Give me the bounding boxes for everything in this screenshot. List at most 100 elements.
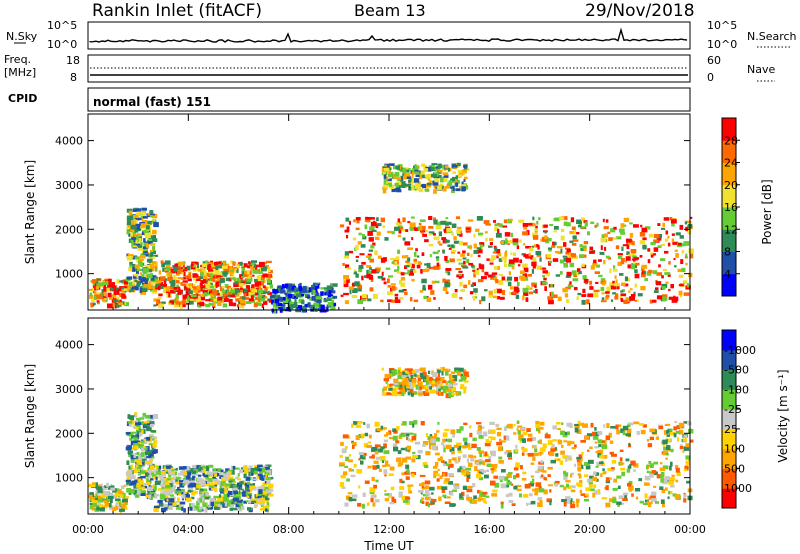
data-cell [397,221,402,225]
data-cell [509,218,513,222]
data-cell [440,220,447,225]
data-cell [411,473,415,478]
data-cell [219,488,225,493]
data-cell [513,252,517,257]
data-cell [562,455,568,459]
data-cell [203,475,208,478]
data-cell [647,248,651,252]
data-cell [533,290,536,293]
data-cell [244,465,247,470]
data-cell [248,501,255,504]
data-cell [384,163,390,167]
data-cell [208,478,214,482]
data-cell [400,282,406,287]
data-cell [610,467,615,471]
data-cell [595,450,602,454]
data-cell [477,426,481,431]
data-cell [257,269,260,274]
data-cell [430,290,435,295]
data-cell [177,270,184,275]
data-cell [537,497,543,501]
data-cell [259,468,262,472]
data-cell [442,445,446,448]
data-cell [315,284,320,289]
data-cell [650,495,656,499]
data-cell [444,371,449,376]
data-cell [653,461,659,465]
data-cell [410,184,414,188]
data-cell [408,186,414,191]
data-cell [500,483,507,489]
data-cell [157,500,163,504]
data-cell [247,494,252,499]
data-cell [501,276,506,281]
data-cell [613,226,617,230]
data-cell [384,373,391,378]
data-cell [135,208,142,212]
data-cell [535,482,542,487]
data-cell [175,301,182,305]
data-cell [388,437,394,440]
data-cell [246,495,250,498]
colorbar-tick-label: 1000 [724,482,752,495]
data-cell [193,277,199,281]
data-cell [418,261,421,265]
data-cell [616,284,620,290]
data-cell [614,296,619,300]
data-cell [162,485,167,490]
colorbar-swatch [722,251,736,275]
data-cell [439,379,444,384]
data-cell [390,257,396,260]
data-cell [165,485,171,489]
colorbar-swatch [722,140,736,163]
data-cell [671,297,678,303]
data-cell [565,458,568,462]
colorbar-swatch [722,369,736,390]
data-cell [421,278,427,284]
colorbar-swatch [722,229,736,252]
data-cell [340,475,346,479]
data-cell [474,292,477,295]
data-cell [358,267,363,273]
data-cell [639,500,644,504]
data-cell [224,284,229,289]
data-cell [416,264,421,269]
data-cell [402,289,407,291]
data-cell [261,267,267,272]
data-cell [646,470,650,474]
data-cell [528,483,534,487]
data-cell [398,228,402,234]
data-cell [197,507,203,513]
data-cell [488,295,495,298]
data-cell [659,462,663,465]
data-cell [136,226,142,230]
data-cell [631,241,635,246]
data-cell [594,224,597,228]
data-cell [254,501,260,505]
data-cell [383,427,387,430]
data-cell [131,283,136,287]
data-cell [204,480,211,485]
data-cell [395,187,401,192]
data-cell [301,290,307,293]
data-cell [563,501,567,507]
data-cell [508,271,511,276]
data-cell [479,299,482,305]
data-cell [656,474,661,479]
data-cell [445,165,449,169]
data-cell [620,231,626,235]
data-cell [185,497,192,502]
data-cell [144,233,149,237]
data-cell [512,291,517,294]
data-cell [552,258,559,262]
data-cell [615,245,620,250]
data-cell [547,296,554,301]
data-cell [448,459,452,464]
data-cell [346,278,350,283]
data-cell [616,475,622,479]
data-cell [368,237,374,242]
data-cell [262,501,265,504]
data-cell [587,449,590,452]
data-cell [377,275,384,279]
data-cell [375,479,379,483]
